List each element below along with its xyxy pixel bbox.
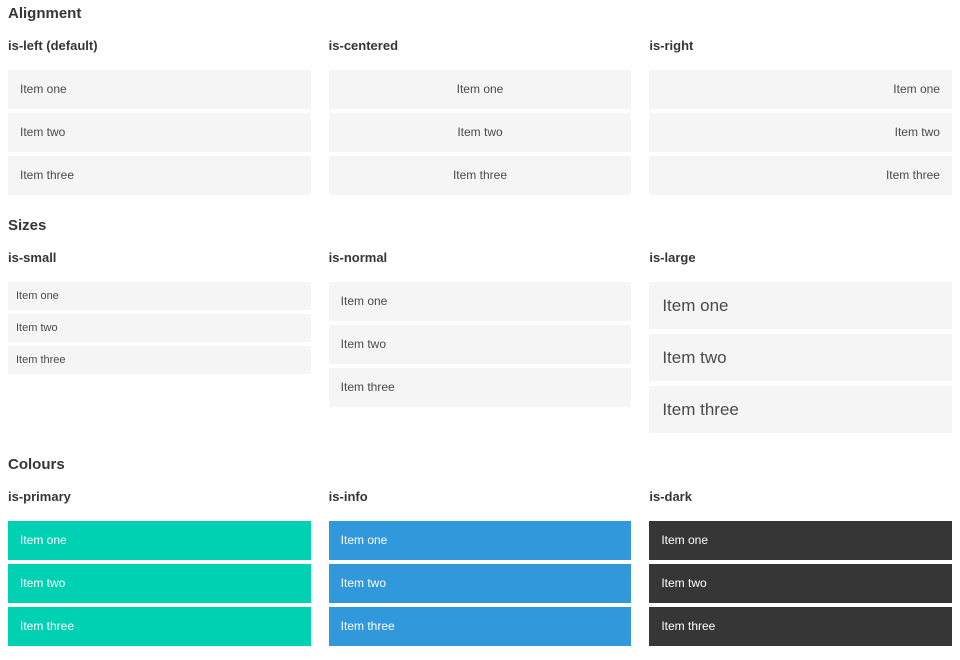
list-item: Item two — [8, 564, 311, 603]
list-is-normal: Item one Item two Item three — [328, 282, 632, 407]
list-item: Item one — [328, 282, 632, 321]
list-item: Item two — [649, 564, 952, 603]
section-title-colours: Colours — [8, 456, 65, 473]
list-item: Item one — [8, 282, 311, 310]
list-is-dark: Item one Item two Item three — [649, 521, 952, 646]
column-is-primary: is-primary Item one Item two Item three — [8, 489, 311, 650]
list-item: Item three — [328, 607, 632, 646]
variant-label-is-small: is-small — [8, 250, 57, 265]
variant-label-is-primary: is-primary — [8, 489, 71, 504]
variant-label-is-info: is-info — [328, 489, 368, 504]
list-item: Item two — [328, 564, 632, 603]
variant-label-is-normal: is-normal — [328, 250, 388, 265]
alignment-columns: is-left (default) Item one Item two Item… — [8, 38, 952, 199]
list-item: Item two — [649, 113, 952, 152]
list-item: Item one — [8, 521, 311, 560]
section-colours: Colours is-primary Item one Item two Ite… — [8, 455, 952, 650]
list-item: Item two — [649, 334, 952, 381]
list-item: Item one — [649, 282, 952, 329]
list-item: Item three — [8, 156, 311, 195]
list-is-large: Item one Item two Item three — [649, 282, 952, 433]
column-is-info: is-info Item one Item two Item three — [328, 489, 632, 650]
section-alignment: Alignment is-left (default) Item one Ite… — [8, 4, 952, 199]
list-item: Item three — [649, 607, 952, 646]
list-item: Item three — [649, 156, 952, 195]
list-item: Item one — [8, 70, 311, 109]
variant-label-is-left: is-left (default) — [8, 38, 98, 53]
list-is-right: Item one Item two Item three — [649, 70, 952, 195]
variant-label-is-right: is-right — [649, 38, 694, 53]
section-title-sizes: Sizes — [8, 217, 47, 234]
list-is-centered: Item one Item two Item three — [328, 70, 632, 195]
variant-label-is-large: is-large — [649, 250, 696, 265]
list-is-primary: Item one Item two Item three — [8, 521, 311, 646]
sizes-columns: is-small Item one Item two Item three is… — [8, 250, 952, 438]
list-item: Item three — [328, 156, 632, 195]
list-is-info: Item one Item two Item three — [328, 521, 632, 646]
list-item: Item two — [328, 113, 632, 152]
column-is-dark: is-dark Item one Item two Item three — [649, 489, 952, 650]
colours-columns: is-primary Item one Item two Item three … — [8, 489, 952, 650]
list-item: Item three — [8, 346, 311, 374]
section-sizes: Sizes is-small Item one Item two Item th… — [8, 216, 952, 438]
column-is-left: is-left (default) Item one Item two Item… — [8, 38, 311, 199]
list-item: Item one — [649, 521, 952, 560]
section-title-alignment: Alignment — [8, 5, 82, 22]
list-item: Item three — [8, 607, 311, 646]
list-is-left: Item one Item two Item three — [8, 70, 311, 195]
column-is-right: is-right Item one Item two Item three — [649, 38, 952, 199]
list-is-small: Item one Item two Item three — [8, 282, 311, 374]
list-item: Item two — [8, 113, 311, 152]
list-item: Item one — [328, 521, 632, 560]
variant-label-is-centered: is-centered — [328, 38, 399, 53]
column-is-normal: is-normal Item one Item two Item three — [328, 250, 632, 438]
list-item: Item three — [649, 386, 952, 433]
column-is-small: is-small Item one Item two Item three — [8, 250, 311, 438]
column-is-centered: is-centered Item one Item two Item three — [328, 38, 632, 199]
list-item: Item two — [8, 314, 311, 342]
variant-label-is-dark: is-dark — [649, 489, 692, 504]
list-item: Item one — [649, 70, 952, 109]
column-is-large: is-large Item one Item two Item three — [649, 250, 952, 438]
list-item: Item two — [328, 325, 632, 364]
list-item: Item one — [328, 70, 632, 109]
list-item: Item three — [328, 368, 632, 407]
